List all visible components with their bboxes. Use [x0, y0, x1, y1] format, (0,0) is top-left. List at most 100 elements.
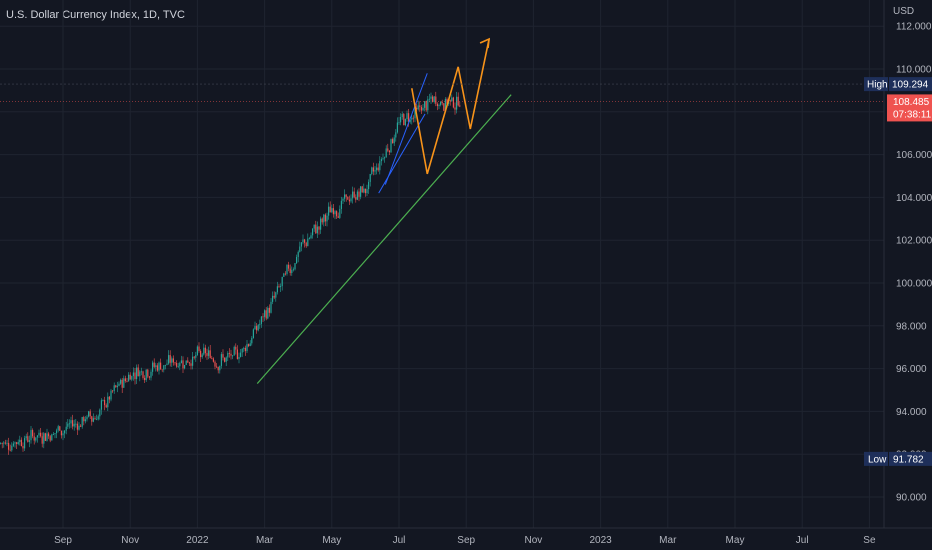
candle-body [195, 354, 197, 358]
candle-body [89, 411, 91, 417]
candle-body [440, 102, 442, 105]
candle-body [339, 208, 341, 218]
candle-body [212, 358, 214, 362]
candle-body [14, 442, 16, 444]
candle-body [449, 99, 451, 101]
candle-body [286, 264, 288, 274]
candle-body [62, 433, 64, 436]
high-tag-label: High [867, 80, 888, 91]
candle-body [361, 186, 363, 193]
candle-body [41, 436, 43, 444]
candle-body [227, 353, 229, 358]
candle-body [368, 181, 370, 190]
candle-body [284, 273, 286, 275]
candle-body [404, 119, 406, 126]
candle-body [152, 362, 154, 372]
candle-body [6, 442, 8, 444]
candle-body [88, 411, 90, 417]
candle-body [67, 423, 69, 427]
candle-body [110, 390, 112, 400]
candle-body [142, 371, 144, 378]
candle-body [360, 186, 362, 197]
candle-body [166, 363, 168, 365]
candle-body [310, 235, 312, 239]
candle-body [414, 107, 416, 119]
candle-body [172, 358, 174, 363]
candle-body [129, 374, 131, 380]
candle-body [430, 96, 432, 99]
candle-body [112, 390, 114, 392]
candle-body [22, 446, 24, 449]
x-tick-label: 2023 [589, 535, 612, 546]
candle-body [230, 353, 232, 356]
candle-body [1, 442, 3, 444]
candle-body [70, 420, 72, 424]
candle-body [395, 132, 397, 138]
candle-body [49, 436, 51, 441]
candle-body [184, 364, 186, 369]
candle-body [134, 372, 136, 380]
candle-body [139, 371, 141, 377]
candle-body [176, 362, 178, 367]
candle-body [100, 400, 102, 410]
x-tick-label: Jul [393, 535, 406, 546]
candle-body [393, 137, 395, 144]
support-trendline [256, 94, 512, 384]
candle-body [324, 214, 326, 222]
candle-body [366, 189, 368, 194]
candle-body [38, 432, 40, 436]
candle-body [108, 396, 110, 400]
candle-body [11, 445, 13, 451]
candle-body [273, 295, 275, 298]
candle-body [265, 310, 267, 319]
high-tag-value: 109.294 [892, 80, 929, 91]
candle-body [420, 106, 422, 111]
candle-body [180, 360, 182, 364]
candle-body [444, 99, 446, 111]
candle-body [222, 354, 224, 358]
candle-body [272, 295, 274, 302]
candle-body [137, 367, 139, 377]
x-tick-label: Se [863, 535, 876, 546]
candle-body [456, 96, 458, 110]
candle-body [251, 337, 253, 344]
candle-body [400, 117, 402, 123]
candle-body [459, 105, 461, 107]
candle-body [19, 439, 21, 443]
candle-body [443, 103, 445, 111]
candle-body [40, 432, 42, 437]
candle-body [128, 374, 130, 382]
candle-body [283, 273, 285, 277]
candle-body [452, 97, 454, 108]
candle-body [3, 442, 5, 444]
candle-body [83, 417, 85, 422]
candle-body [64, 430, 66, 434]
candle-body [28, 440, 30, 442]
candle-body [9, 449, 11, 451]
candle-body [238, 356, 240, 359]
candle-body [177, 366, 179, 368]
candle-body [348, 199, 350, 202]
x-tick-label: Jul [796, 535, 809, 546]
candle-body [185, 360, 187, 365]
chart-title: U.S. Dollar Currency Index, 1D, TVC [6, 9, 185, 21]
candle-body [190, 363, 192, 366]
candle-body [169, 355, 171, 363]
candle-body [76, 423, 78, 430]
candle-body [352, 191, 354, 199]
candle-body [392, 139, 394, 144]
candle-body [97, 416, 99, 420]
candle-body [43, 433, 45, 444]
candle-body [240, 352, 242, 357]
candle-body [302, 239, 304, 243]
candle-body [12, 443, 14, 446]
candle-body [342, 198, 344, 201]
candle-body [336, 211, 338, 217]
candle-body [148, 376, 150, 378]
low-tag-value-bg [889, 451, 932, 466]
candle-body [457, 96, 459, 106]
high-tag-value-bg [889, 77, 932, 92]
candle-body [131, 376, 133, 380]
candle-body [344, 194, 346, 199]
